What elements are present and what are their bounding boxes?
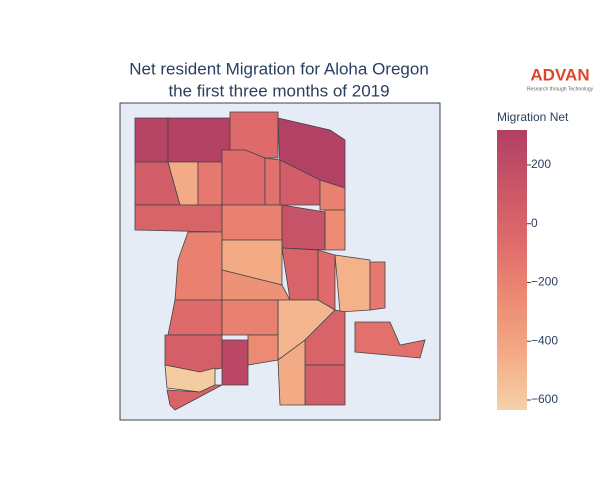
colorbar-tick-label: −600 — [531, 392, 558, 406]
colorbar-tick-label: 0 — [531, 216, 538, 230]
region — [324, 209, 346, 251]
logo: ADVAN — [530, 65, 589, 84]
colorbar — [497, 130, 527, 410]
region — [221, 339, 249, 386]
colorbar-title: Migration Net — [497, 110, 569, 124]
region — [264, 157, 281, 206]
region — [197, 161, 223, 206]
region — [167, 117, 231, 163]
title-line: the first three months of 2019 — [168, 81, 389, 100]
colorbar-tick-label: −400 — [531, 333, 558, 347]
region — [281, 204, 326, 251]
colorbar-tick-label: −200 — [531, 275, 558, 289]
region — [167, 299, 223, 336]
region — [221, 299, 279, 336]
region — [334, 254, 371, 313]
region — [221, 204, 283, 241]
region — [304, 364, 346, 406]
region — [247, 334, 279, 366]
region — [277, 339, 306, 406]
region — [317, 249, 336, 311]
region — [134, 117, 169, 163]
region — [221, 149, 266, 206]
colorbar-tick-label: 200 — [531, 157, 551, 171]
region — [354, 321, 426, 359]
region — [369, 261, 386, 311]
region — [134, 204, 223, 233]
logo-tagline: Research through Technology — [527, 86, 594, 92]
title-line: Net resident Migration for Aloha Oregon — [129, 59, 429, 78]
